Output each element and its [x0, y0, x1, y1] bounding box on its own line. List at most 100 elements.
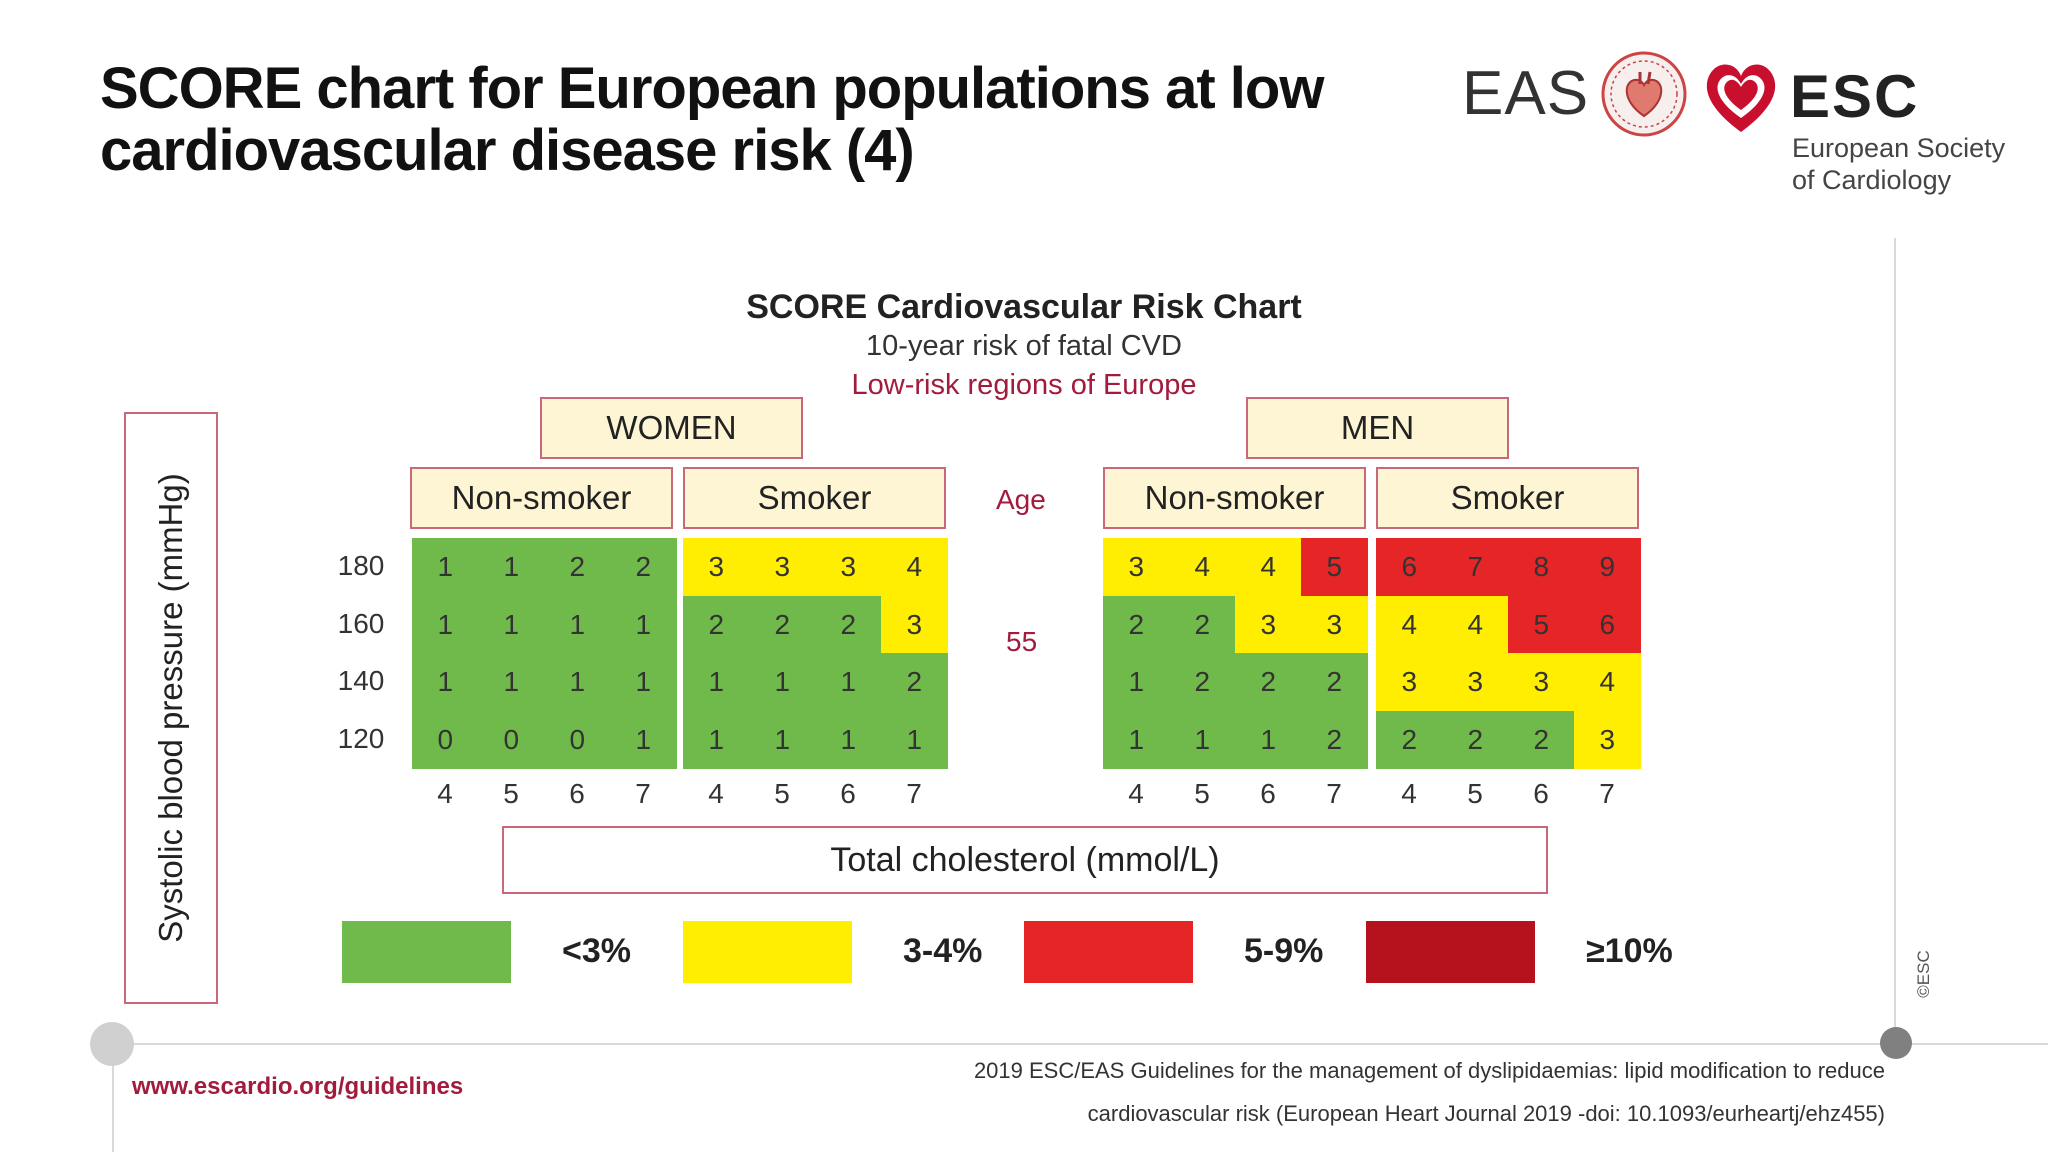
legend-label: 5-9% [1244, 932, 1324, 970]
x-tick-label: 7 [906, 778, 922, 809]
risk-cell: 1 [610, 710, 677, 769]
y-tick-label: 140 [337, 665, 385, 696]
risk-cell: 3 [881, 595, 948, 654]
risk-cell: 2 [1442, 710, 1509, 769]
risk-cell: 1 [610, 595, 677, 654]
x-tick-label: 6 [840, 778, 856, 809]
risk-cell: 2 [1169, 653, 1236, 711]
slide-title-line2: cardiovascular disease risk (4) [100, 118, 915, 183]
timeline-dot-left [90, 1022, 134, 1066]
eas-logo-text: EAS [1462, 59, 1590, 128]
esc-logo-subtitle: European Society of Cardiology [1792, 132, 2005, 196]
y-tick-label: 160 [337, 607, 385, 639]
risk-cell: 3 [1376, 653, 1443, 711]
men-header: MEN [1246, 397, 1509, 459]
x-tick-label: 4 [437, 778, 453, 809]
risk-cell: 3 [1235, 595, 1302, 654]
risk-cell: 5 [1301, 538, 1368, 596]
x-tick-label: 5 [1194, 778, 1210, 809]
risk-cell: 1 [1103, 653, 1170, 711]
risk-cell: 1 [478, 595, 545, 654]
esc-logo-text: ESC [1790, 63, 1920, 130]
risk-cell: 1 [610, 653, 677, 711]
risk-cell: 1 [815, 710, 882, 769]
risk-cell: 9 [1574, 538, 1641, 596]
x-tick-label: 7 [1326, 778, 1342, 809]
y-axis-label: Systolic blood pressure (mmHg) [152, 473, 189, 943]
age-label: Age [996, 484, 1046, 515]
timeline-dot-right [1880, 1027, 1912, 1059]
footer-divider [112, 1043, 2048, 1045]
y-tick-label: 120 [337, 722, 385, 754]
risk-cell: 1 [881, 710, 948, 769]
x-axis-label: Total cholesterol (mmol/L) [502, 826, 1548, 894]
x-tick-label: 5 [503, 778, 519, 809]
legend-swatch [1024, 921, 1193, 983]
slide-title-line1: SCORE chart for European populations at … [100, 56, 1324, 121]
risk-cell: 2 [1301, 653, 1368, 711]
legend-swatch [342, 921, 511, 983]
risk-cell: 2 [1508, 710, 1575, 769]
x-tick-label: 5 [1467, 778, 1483, 809]
risk-cell: 1 [749, 710, 816, 769]
risk-cell: 3 [749, 538, 816, 596]
men-nonsmoker-header: Non-smoker [1103, 467, 1366, 529]
esc-sub-line2: of Cardiology [1792, 165, 1952, 195]
risk-cell: 1 [815, 653, 882, 711]
risk-cell: 4 [1574, 653, 1641, 711]
age-value: 55 [1006, 626, 1038, 657]
chart-subtitle: 10-year risk of fatal CVD [866, 330, 1182, 362]
risk-cell: 3 [1508, 653, 1575, 711]
risk-cell: 2 [1376, 710, 1443, 769]
risk-cell: 1 [544, 653, 611, 711]
risk-cell: 3 [815, 538, 882, 596]
risk-cell: 4 [1376, 595, 1443, 654]
x-tick-label: 4 [708, 778, 724, 809]
chart-region: Low-risk regions of Europe [851, 369, 1197, 401]
risk-cell: 1 [1169, 710, 1236, 769]
risk-cell: 2 [749, 595, 816, 654]
risk-cell: 3 [1442, 653, 1509, 711]
risk-cell: 1 [749, 653, 816, 711]
risk-cell: 3 [1574, 710, 1641, 769]
legend-swatch [1366, 921, 1535, 983]
risk-cell: 1 [1235, 710, 1302, 769]
risk-cell: 4 [881, 538, 948, 596]
risk-cell: 1 [412, 653, 479, 711]
y-tick-label: 180 [337, 550, 385, 581]
risk-cell: 3 [1301, 595, 1368, 654]
risk-cell: 2 [1235, 653, 1302, 711]
legend-label: <3% [562, 932, 631, 970]
risk-cell: 3 [1103, 538, 1170, 596]
guidelines-link[interactable]: www.escardio.org/guidelines [132, 1073, 464, 1100]
x-tick-label: 4 [1128, 778, 1144, 809]
risk-cell: 2 [1103, 595, 1170, 654]
risk-cell: 2 [815, 595, 882, 654]
reference-line1: 2019 ESC/EAS Guidelines for the manageme… [973, 1058, 1885, 1083]
x-tick-label: 7 [1599, 778, 1615, 809]
x-tick-label: 4 [1401, 778, 1417, 809]
risk-cell: 6 [1376, 538, 1443, 596]
x-tick-label: 6 [1533, 778, 1549, 809]
x-tick-label: 6 [569, 778, 585, 809]
chart-title: SCORE Cardiovascular Risk Chart [746, 288, 1302, 326]
copyright-mark: ©ESC [1914, 950, 1933, 998]
y-axis-label-box [124, 412, 218, 1004]
x-tick-label: 7 [635, 778, 651, 809]
risk-cell: 7 [1442, 538, 1509, 596]
risk-cell: 2 [881, 653, 948, 711]
risk-cell: 1 [544, 595, 611, 654]
risk-cell: 2 [683, 595, 750, 654]
risk-cell: 2 [544, 538, 611, 596]
risk-cell: 5 [1508, 595, 1575, 654]
risk-cell: 1 [412, 538, 479, 596]
women-nonsmoker-header: Non-smoker [410, 467, 673, 529]
risk-cell: 0 [412, 710, 479, 769]
x-tick-label: 6 [1260, 778, 1276, 809]
risk-cell: 1 [683, 653, 750, 711]
x-tick-label: 5 [774, 778, 790, 809]
right-divider [1894, 238, 1896, 1038]
risk-cell: 8 [1508, 538, 1575, 596]
risk-cell: 4 [1235, 538, 1302, 596]
risk-cell: 4 [1169, 538, 1236, 596]
